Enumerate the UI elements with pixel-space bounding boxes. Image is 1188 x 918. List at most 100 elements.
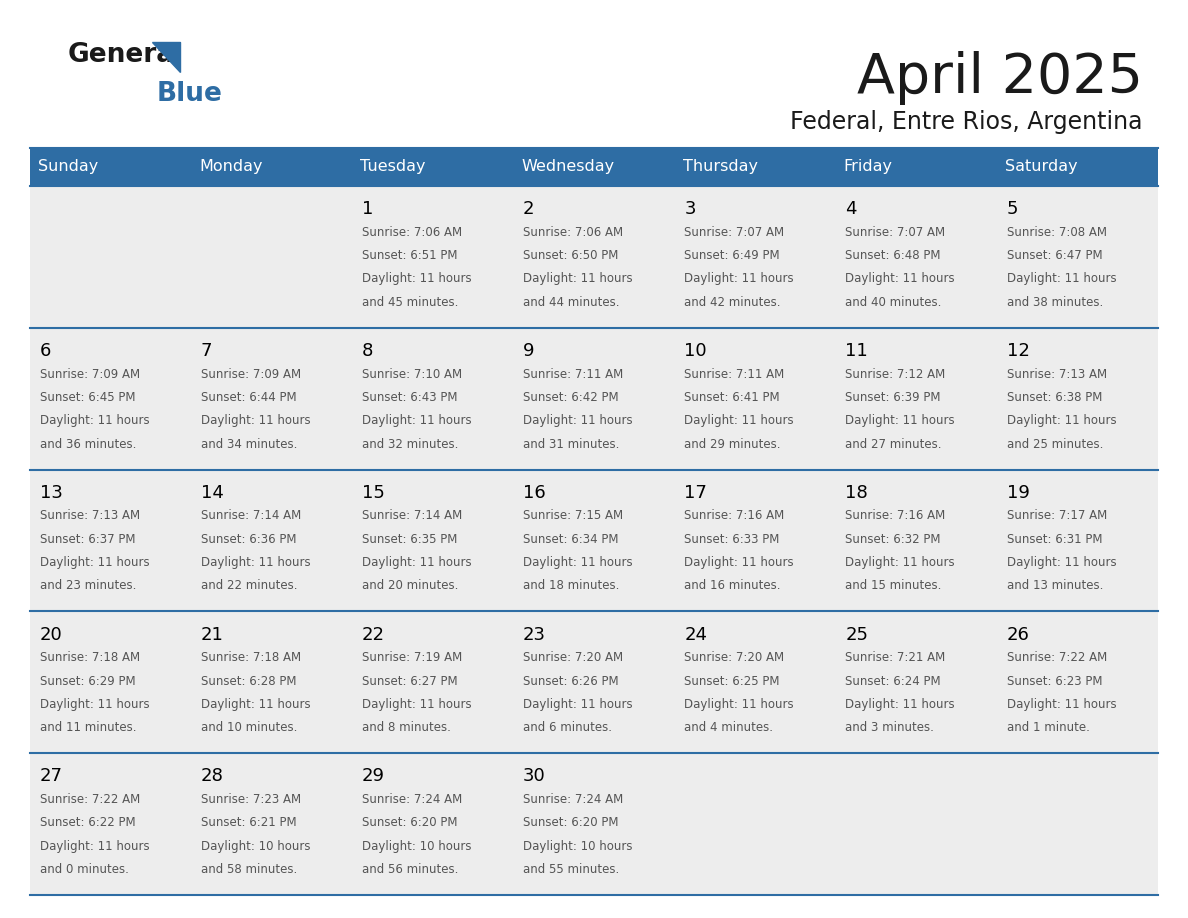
Text: and 1 minute.: and 1 minute. (1006, 722, 1089, 734)
Text: Daylight: 11 hours: Daylight: 11 hours (684, 698, 794, 711)
Text: Daylight: 11 hours: Daylight: 11 hours (1006, 273, 1117, 285)
Bar (513, 186, 675, 328)
Bar (30, 611, 191, 753)
Text: and 42 minutes.: and 42 minutes. (684, 296, 781, 308)
Bar (675, 186, 835, 328)
Text: Sunrise: 7:24 AM: Sunrise: 7:24 AM (362, 793, 462, 806)
Text: and 20 minutes.: and 20 minutes. (362, 579, 459, 592)
Text: and 8 minutes.: and 8 minutes. (362, 722, 450, 734)
Text: Thursday: Thursday (683, 160, 758, 174)
Text: and 4 minutes.: and 4 minutes. (684, 722, 773, 734)
Text: Sunrise: 7:18 AM: Sunrise: 7:18 AM (39, 651, 140, 664)
Bar (997, 186, 1158, 328)
Bar (513, 753, 675, 895)
Text: 22: 22 (362, 625, 385, 644)
Bar (191, 753, 353, 895)
Text: Daylight: 11 hours: Daylight: 11 hours (684, 273, 794, 285)
Bar (835, 470, 997, 611)
Text: 8: 8 (362, 342, 373, 360)
Bar (353, 753, 513, 895)
Text: Sunset: 6:41 PM: Sunset: 6:41 PM (684, 391, 779, 404)
Text: Sunset: 6:39 PM: Sunset: 6:39 PM (846, 391, 941, 404)
Text: Sunrise: 7:07 AM: Sunrise: 7:07 AM (846, 226, 946, 239)
Text: Daylight: 11 hours: Daylight: 11 hours (39, 414, 150, 427)
Text: Wednesday: Wednesday (522, 160, 614, 174)
Text: Sunday: Sunday (38, 160, 99, 174)
Text: 23: 23 (523, 625, 546, 644)
Text: 15: 15 (362, 484, 385, 502)
Bar (191, 186, 353, 328)
Bar (191, 611, 353, 753)
Text: 12: 12 (1006, 342, 1029, 360)
Text: Sunrise: 7:16 AM: Sunrise: 7:16 AM (684, 509, 784, 522)
Text: Sunset: 6:20 PM: Sunset: 6:20 PM (523, 816, 619, 829)
Text: 21: 21 (201, 625, 223, 644)
Text: Daylight: 11 hours: Daylight: 11 hours (39, 698, 150, 711)
Text: Sunset: 6:28 PM: Sunset: 6:28 PM (201, 675, 296, 688)
Text: and 58 minutes.: and 58 minutes. (201, 863, 297, 876)
Text: Sunset: 6:35 PM: Sunset: 6:35 PM (362, 532, 457, 545)
Text: Daylight: 11 hours: Daylight: 11 hours (201, 556, 310, 569)
Text: Daylight: 11 hours: Daylight: 11 hours (39, 840, 150, 853)
Text: Sunrise: 7:08 AM: Sunrise: 7:08 AM (1006, 226, 1106, 239)
Text: Blue: Blue (157, 81, 223, 107)
Text: Sunrise: 7:15 AM: Sunrise: 7:15 AM (523, 509, 624, 522)
Text: Sunset: 6:42 PM: Sunset: 6:42 PM (523, 391, 619, 404)
Text: Daylight: 11 hours: Daylight: 11 hours (201, 698, 310, 711)
Bar (353, 148, 513, 186)
Text: Daylight: 11 hours: Daylight: 11 hours (1006, 556, 1117, 569)
Text: 2: 2 (523, 200, 535, 218)
Bar (513, 148, 675, 186)
Text: Sunset: 6:23 PM: Sunset: 6:23 PM (1006, 675, 1102, 688)
Text: Monday: Monday (200, 160, 263, 174)
Text: General: General (68, 42, 184, 68)
Text: 7: 7 (201, 342, 213, 360)
Text: 3: 3 (684, 200, 696, 218)
Text: Sunrise: 7:13 AM: Sunrise: 7:13 AM (39, 509, 140, 522)
Bar (675, 611, 835, 753)
Text: Daylight: 11 hours: Daylight: 11 hours (523, 414, 633, 427)
Bar (997, 753, 1158, 895)
Bar (191, 470, 353, 611)
Bar (835, 186, 997, 328)
Text: Daylight: 11 hours: Daylight: 11 hours (362, 698, 472, 711)
Text: Daylight: 11 hours: Daylight: 11 hours (684, 556, 794, 569)
Bar (513, 470, 675, 611)
Text: Daylight: 11 hours: Daylight: 11 hours (1006, 698, 1117, 711)
Text: and 13 minutes.: and 13 minutes. (1006, 579, 1102, 592)
Text: Sunset: 6:24 PM: Sunset: 6:24 PM (846, 675, 941, 688)
Text: Sunset: 6:44 PM: Sunset: 6:44 PM (201, 391, 297, 404)
Bar (997, 611, 1158, 753)
Bar (675, 753, 835, 895)
Text: and 3 minutes.: and 3 minutes. (846, 722, 934, 734)
Text: Sunset: 6:43 PM: Sunset: 6:43 PM (362, 391, 457, 404)
Text: Sunset: 6:21 PM: Sunset: 6:21 PM (201, 816, 297, 829)
Bar (191, 148, 353, 186)
Text: Daylight: 10 hours: Daylight: 10 hours (362, 840, 472, 853)
Text: 16: 16 (523, 484, 545, 502)
Text: Sunset: 6:36 PM: Sunset: 6:36 PM (201, 532, 296, 545)
Text: 28: 28 (201, 767, 223, 786)
Text: 4: 4 (846, 200, 857, 218)
Bar (675, 470, 835, 611)
Bar (353, 470, 513, 611)
Text: and 23 minutes.: and 23 minutes. (39, 579, 137, 592)
Bar (353, 328, 513, 470)
Text: Sunrise: 7:21 AM: Sunrise: 7:21 AM (846, 651, 946, 664)
Text: Sunset: 6:38 PM: Sunset: 6:38 PM (1006, 391, 1102, 404)
Text: and 38 minutes.: and 38 minutes. (1006, 296, 1102, 308)
Text: Saturday: Saturday (1005, 160, 1078, 174)
Bar (513, 328, 675, 470)
Text: and 15 minutes.: and 15 minutes. (846, 579, 942, 592)
Text: Sunset: 6:26 PM: Sunset: 6:26 PM (523, 675, 619, 688)
Text: Tuesday: Tuesday (360, 160, 425, 174)
Bar (513, 611, 675, 753)
Bar (835, 611, 997, 753)
Text: Daylight: 11 hours: Daylight: 11 hours (362, 414, 472, 427)
Text: Daylight: 11 hours: Daylight: 11 hours (362, 273, 472, 285)
Bar (30, 148, 191, 186)
Bar (835, 753, 997, 895)
Text: Sunset: 6:25 PM: Sunset: 6:25 PM (684, 675, 779, 688)
Text: 26: 26 (1006, 625, 1029, 644)
Text: 1: 1 (362, 200, 373, 218)
